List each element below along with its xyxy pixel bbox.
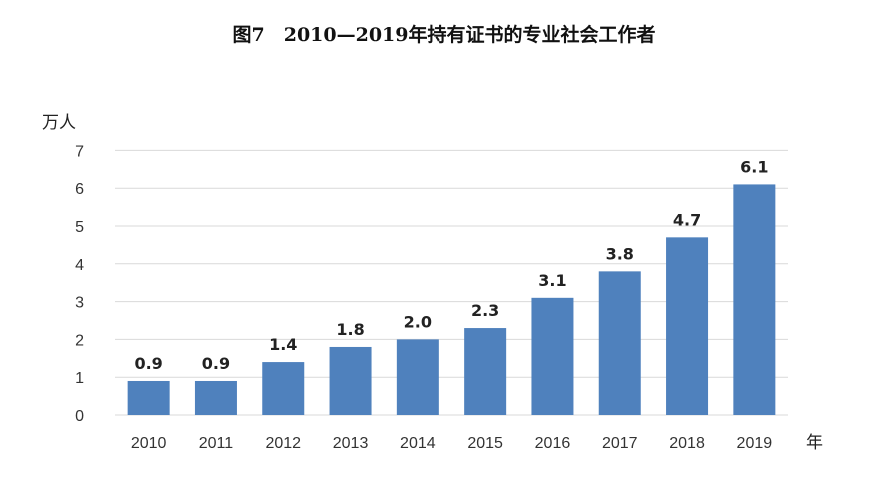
y-tick-label: 0 bbox=[75, 408, 84, 425]
data-label: 2.3 bbox=[471, 301, 499, 320]
bar bbox=[733, 184, 776, 415]
data-label: 0.9 bbox=[202, 354, 230, 373]
x-axis-ticks: 2010 2011 2012 2013 2014 2015 2016 2017 2018 2019 bbox=[131, 435, 772, 452]
bar bbox=[464, 328, 507, 415]
y-tick-label: 6 bbox=[75, 181, 84, 198]
chart-title: 图7 2010—2019年持有证书的专业社会工作者 bbox=[232, 24, 656, 46]
x-tick-label: 2015 bbox=[467, 435, 503, 452]
data-label: 2.0 bbox=[404, 312, 432, 331]
bar bbox=[262, 362, 305, 415]
y-axis-ticks: 0 1 2 3 4 5 6 7 bbox=[75, 143, 84, 425]
x-tick-label: 2016 bbox=[535, 435, 571, 452]
y-tick-label: 1 bbox=[75, 370, 84, 387]
data-label: 1.8 bbox=[336, 320, 364, 339]
bar bbox=[329, 346, 372, 415]
y-tick-label: 7 bbox=[75, 143, 84, 160]
x-tick-label: 2010 bbox=[131, 435, 167, 452]
data-label: 1.4 bbox=[269, 335, 297, 354]
bar bbox=[127, 380, 170, 415]
y-axis-unit-label: 万人 bbox=[42, 113, 76, 133]
y-tick-label: 3 bbox=[75, 295, 84, 312]
data-labels: 0.9 0.9 1.4 1.8 2.0 2.3 3.1 3.8 4.7 6.1 bbox=[134, 157, 768, 373]
bar bbox=[666, 237, 709, 415]
y-tick-label: 2 bbox=[75, 332, 84, 349]
data-label: 6.1 bbox=[740, 157, 768, 176]
x-axis-unit-label: 年 bbox=[806, 433, 823, 453]
x-tick-label: 2017 bbox=[602, 435, 638, 452]
x-tick-label: 2018 bbox=[669, 435, 705, 452]
data-label: 3.1 bbox=[538, 271, 566, 290]
x-tick-label: 2013 bbox=[333, 435, 369, 452]
y-tick-label: 4 bbox=[75, 257, 84, 274]
data-label: 4.7 bbox=[673, 210, 701, 229]
bar bbox=[396, 339, 439, 415]
x-tick-label: 2012 bbox=[265, 435, 301, 452]
x-tick-label: 2011 bbox=[199, 435, 234, 452]
y-tick-label: 5 bbox=[75, 219, 84, 236]
bar bbox=[598, 271, 641, 415]
bar bbox=[531, 297, 574, 415]
x-tick-label: 2014 bbox=[400, 435, 436, 452]
x-tick-label: 2019 bbox=[737, 435, 773, 452]
data-label: 3.8 bbox=[606, 244, 634, 263]
bars bbox=[127, 184, 776, 415]
bar bbox=[194, 380, 237, 415]
data-label: 0.9 bbox=[134, 354, 162, 373]
